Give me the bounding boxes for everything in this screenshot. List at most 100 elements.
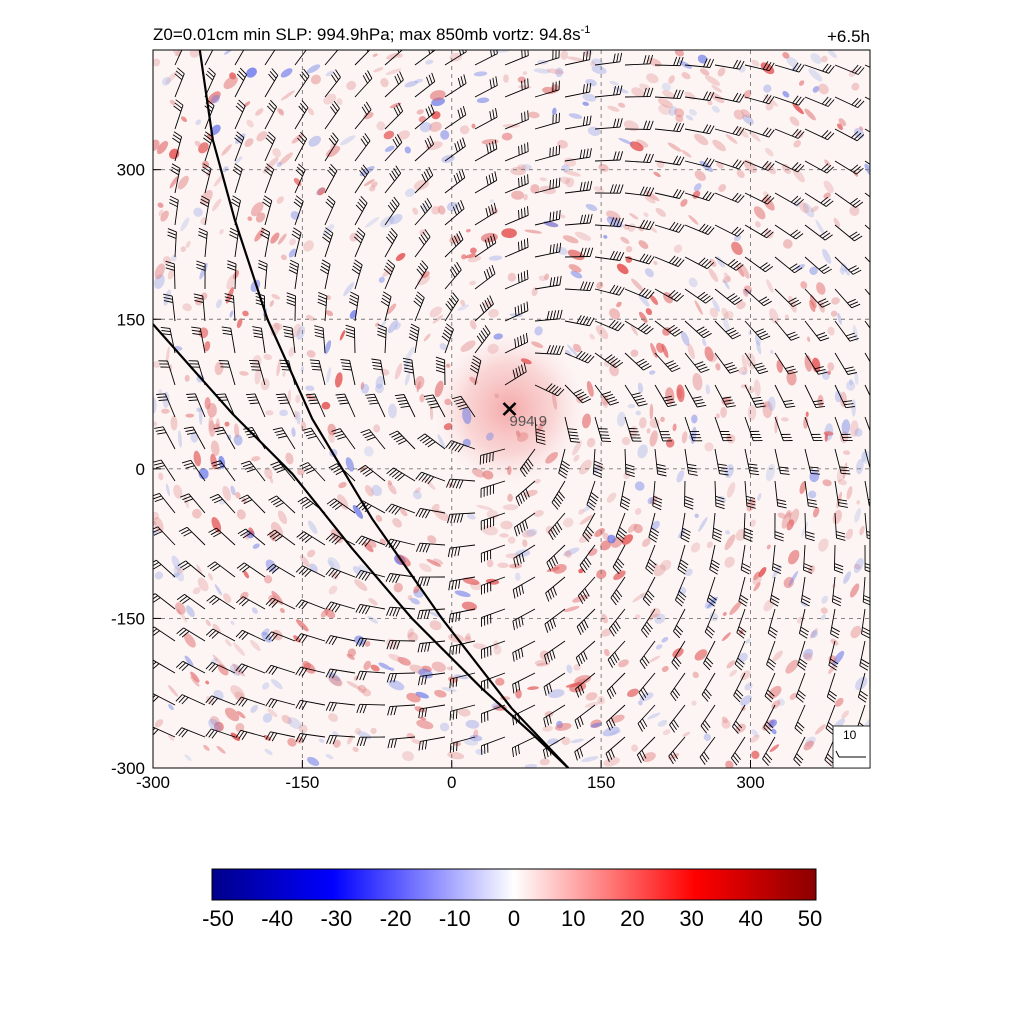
vorticity-speckle [578, 568, 584, 574]
vorticity-speckle [618, 137, 634, 145]
wind-barb [156, 393, 176, 418]
wind-barb [444, 74, 467, 98]
wind-barb [594, 217, 624, 228]
vorticity-speckle [851, 399, 856, 417]
vorticity-speckle [765, 229, 774, 239]
vorticity-speckle [515, 430, 521, 437]
wind-barb [834, 352, 857, 375]
wind-barb [354, 133, 371, 162]
vorticity-speckle [210, 440, 220, 456]
vorticity-speckle [511, 190, 525, 200]
vorticity-speckle [200, 292, 208, 301]
wind-barb [385, 503, 416, 515]
vorticity-speckle [486, 559, 494, 568]
vorticity-speckle [704, 75, 721, 86]
wind-barb [415, 542, 446, 553]
vorticity-speckle [184, 374, 190, 382]
vorticity-speckle [375, 383, 384, 394]
vorticity-speckle [216, 299, 222, 309]
vorticity-speckle [157, 202, 164, 208]
wind-barb [173, 99, 184, 130]
vorticity-speckle [177, 175, 189, 190]
vorticity-speckle [849, 583, 860, 598]
wind-barb [515, 480, 536, 507]
vorticity-speckle [676, 470, 685, 483]
vorticity-speckle [233, 434, 243, 446]
vorticity-speckle [523, 194, 528, 201]
vorticity-speckle [810, 53, 822, 64]
wind-barb [264, 131, 276, 162]
vorticity-speckle [281, 714, 292, 725]
wind-barb [744, 352, 769, 375]
y-axis: -300 -150 0 150 300 [111, 161, 161, 778]
vorticity-speckle [627, 403, 636, 409]
wind-barb [714, 448, 729, 476]
wind-barb [519, 448, 536, 477]
wind-barb [294, 163, 306, 194]
vorticity-speckle [560, 176, 570, 184]
vorticity-speckle [154, 274, 165, 289]
vorticity-speckle [389, 667, 395, 672]
vorticity-speckle [770, 349, 774, 354]
vorticity-speckle [702, 338, 707, 347]
vorticity-speckle [762, 196, 775, 211]
wind-barb [862, 576, 870, 606]
vorticity-speckle [394, 363, 403, 380]
wind-barb [295, 666, 326, 677]
vorticity-speckle [740, 695, 752, 706]
wind-barb [794, 704, 806, 735]
vorticity-speckle [154, 719, 164, 728]
vorticity-speckle [517, 164, 527, 171]
vorticity-speckle [153, 516, 164, 533]
vorticity-speckle [861, 450, 870, 464]
vorticity-speckle [629, 141, 644, 152]
wind-barb [302, 427, 326, 450]
wind-barb [153, 559, 176, 578]
wind-barb [714, 288, 743, 305]
vorticity-speckle [236, 318, 243, 329]
vorticity-speckle [279, 152, 293, 165]
vorticity-speckle [841, 419, 851, 435]
wind-barb [205, 695, 236, 706]
wind-barb [714, 320, 741, 340]
wind-barb [744, 61, 775, 72]
vorticity-speckle [753, 206, 766, 220]
coastline-line [198, 50, 570, 768]
vorticity-speckle [493, 640, 499, 650]
vorticity-speckle [465, 633, 471, 641]
wind-barb [288, 259, 299, 290]
vorticity-speckle [655, 644, 663, 650]
vorticity-speckle [694, 170, 706, 181]
wind-barb [480, 512, 506, 531]
wind-barb [804, 128, 835, 141]
wind-barb [186, 393, 206, 418]
wind-barb [624, 384, 648, 407]
vorticity-speckle [647, 712, 661, 720]
wind-barb [704, 608, 716, 639]
vorticity-speckle [406, 692, 421, 703]
vorticity-speckle [460, 340, 476, 352]
wind-barb [268, 495, 296, 514]
vorticity-speckle [481, 139, 499, 145]
vorticity-speckle [610, 358, 617, 368]
vorticity-speckle [854, 563, 861, 570]
wind-barb [504, 110, 529, 130]
wind-barb [384, 102, 404, 130]
x-tick-label: -150 [285, 773, 319, 792]
wind-barb [684, 256, 715, 270]
vorticity-speckle [198, 142, 209, 154]
vorticity-speckle [748, 130, 761, 142]
vorticity-speckle [721, 716, 728, 724]
wind-barb [183, 426, 206, 450]
vorticity-speckle [327, 674, 342, 686]
vorticity-speckle [502, 123, 521, 128]
wind-barb [153, 693, 176, 706]
vorticity-speckle [402, 751, 415, 762]
vorticity-speckle [383, 130, 395, 140]
vorticity-speckle [572, 440, 582, 456]
wind-barb [774, 416, 793, 442]
vorticity-speckle [449, 52, 463, 62]
vorticity-speckle [766, 279, 774, 293]
vorticity-speckle [404, 80, 418, 88]
wind-barb [684, 223, 715, 236]
